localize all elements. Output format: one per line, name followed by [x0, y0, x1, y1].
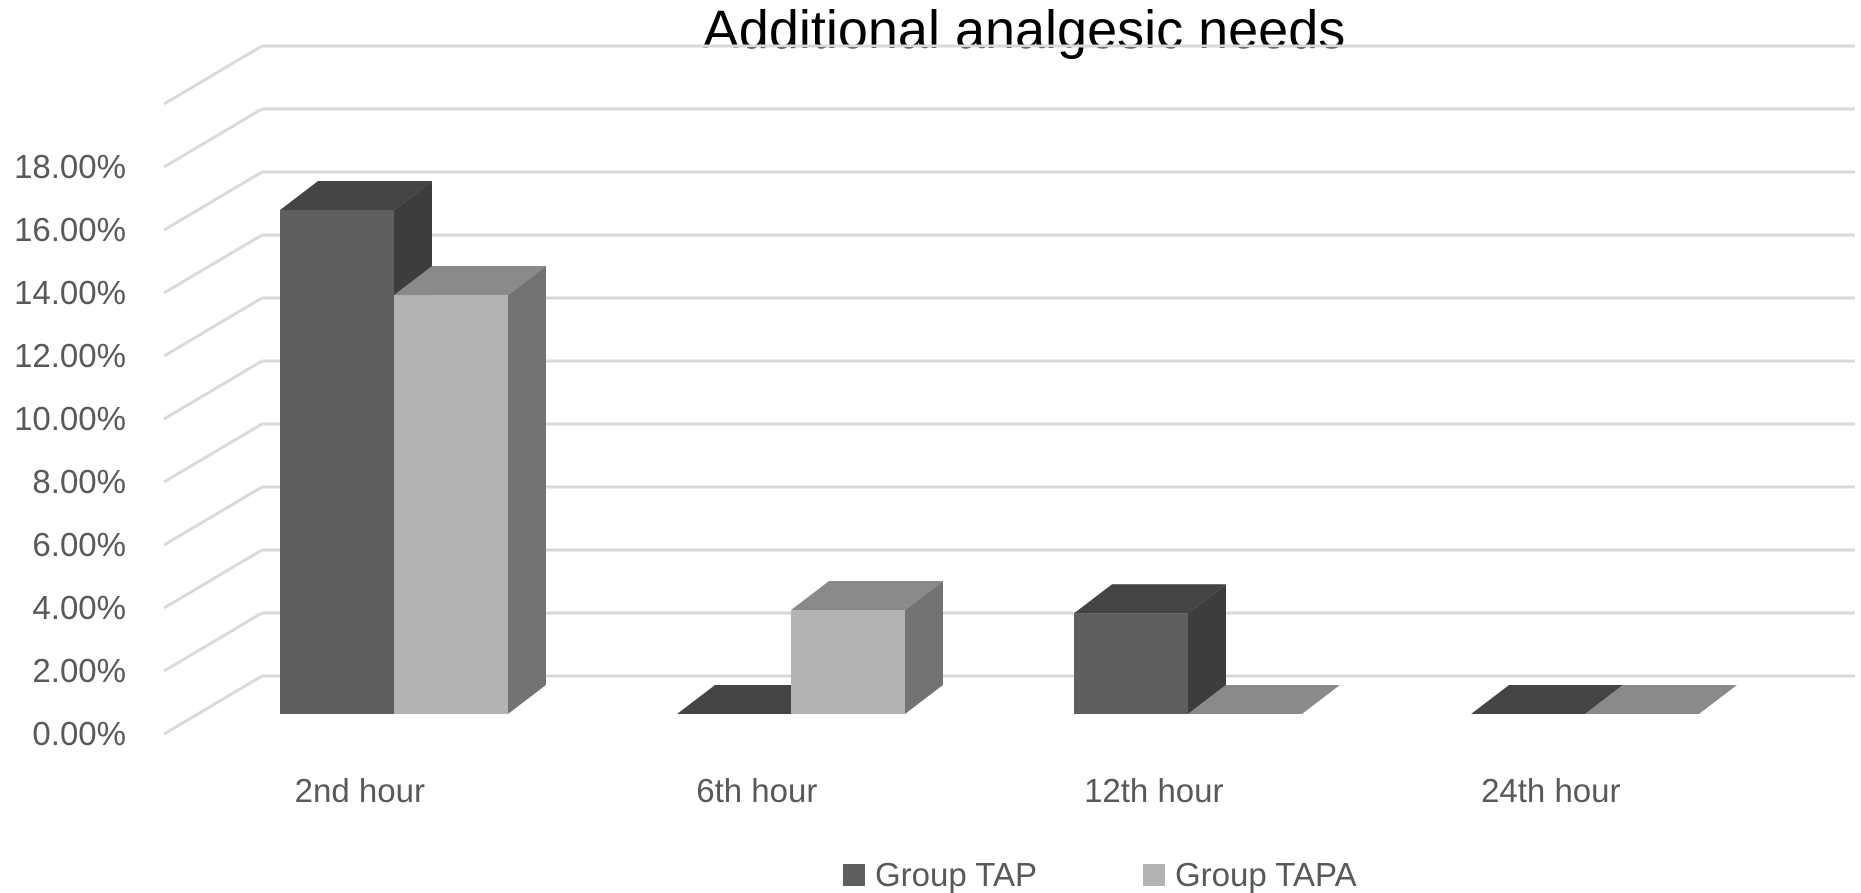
legend-label: Group TAP — [875, 856, 1037, 893]
bar-top — [1188, 685, 1340, 714]
bar-top — [791, 581, 943, 611]
bar-side — [905, 581, 943, 714]
bar-front — [280, 210, 394, 714]
bar — [1074, 584, 1226, 714]
gridline-side — [163, 296, 263, 358]
bar — [791, 581, 943, 714]
x-category-label: 2nd hour — [295, 772, 425, 809]
x-category-label: 12th hour — [1084, 772, 1223, 809]
y-tick-label: 18.00% — [14, 148, 126, 185]
gridline-side — [163, 674, 263, 736]
gridline-side — [163, 485, 263, 547]
bar — [1188, 685, 1340, 714]
legend-item: Group TAPA — [1143, 856, 1357, 893]
gridline-side — [163, 548, 263, 610]
bar-side — [1188, 584, 1226, 714]
bar — [1585, 685, 1737, 714]
bar-top — [280, 181, 432, 210]
y-tick-label: 2.00% — [32, 652, 126, 689]
legend-swatch — [843, 864, 865, 886]
y-tick-label: 10.00% — [14, 400, 126, 437]
bars — [280, 181, 1737, 714]
y-tick-label: 8.00% — [32, 463, 126, 500]
y-tick-label: 16.00% — [14, 211, 126, 248]
y-tick-label: 14.00% — [14, 274, 126, 311]
gridline-side — [163, 611, 263, 673]
gridline-side — [163, 107, 263, 169]
bar-front — [1074, 613, 1188, 714]
bar-side — [508, 266, 546, 714]
chart-title: Additional analgesic needs — [703, 0, 1345, 60]
bar-front — [394, 295, 508, 714]
bar — [1471, 685, 1623, 714]
x-category-label: 6th hour — [696, 772, 817, 809]
legend-label: Group TAPA — [1175, 856, 1357, 893]
y-tick-label: 0.00% — [32, 715, 126, 752]
bar-front — [791, 610, 905, 714]
bar-top — [394, 266, 546, 296]
legend: Group TAP Group TAPA — [843, 856, 1357, 893]
bar-top — [1585, 685, 1737, 714]
x-category-label: 24th hour — [1481, 772, 1620, 809]
gridline-side — [163, 359, 263, 421]
bar-top — [1074, 584, 1226, 614]
gridline-side — [163, 422, 263, 484]
y-axis-ticks: 0.00% 2.00% 4.00% 6.00% 8.00% 10.00% 12.00% 14.… — [14, 148, 126, 752]
bar-top — [1471, 685, 1623, 714]
x-axis-labels: 2nd hour 6th hour 12th hour 24th hour — [295, 772, 1621, 809]
y-tick-label: 12.00% — [14, 337, 126, 374]
gridline-side — [163, 170, 263, 232]
y-tick-label: 4.00% — [32, 589, 126, 626]
bar — [394, 266, 546, 714]
gridline-side — [163, 44, 263, 106]
y-tick-label: 6.00% — [32, 526, 126, 563]
legend-item: Group TAP — [843, 856, 1037, 893]
gridline-side — [163, 233, 263, 295]
legend-swatch — [1143, 864, 1165, 886]
